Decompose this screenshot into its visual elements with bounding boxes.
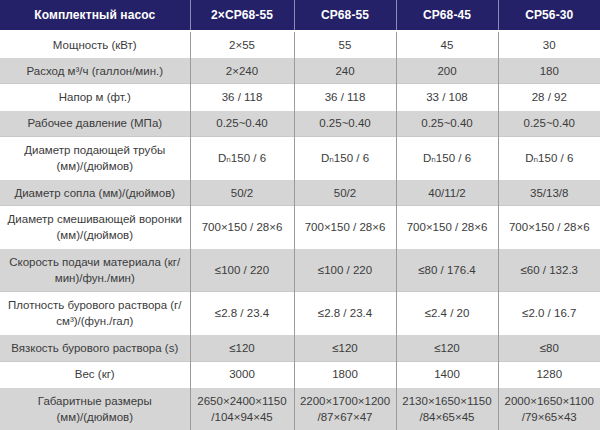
- value-cell: ≤2.0 / 16.7: [498, 292, 600, 335]
- spec-row: Мощность (кВт) 2×55 55 45 30: [0, 31, 600, 58]
- value-cell: 1800: [294, 361, 396, 387]
- row-label-cell: Плотность бурового раствора (г/см³)/(фун…: [0, 292, 190, 335]
- value-cell: 2130×1650×1150 /84×65×45: [396, 387, 498, 430]
- value-cell: 1400: [396, 361, 498, 387]
- spec-row: Расход м³/ч (галлон/мин.) 2×240 240 200 …: [0, 58, 600, 84]
- value-cell: 200: [396, 58, 498, 84]
- spec-row: Рабочее давление (МПа) 0.25~0.40 0.25~0.…: [0, 110, 600, 136]
- value-cell: 36 / 118: [294, 84, 396, 110]
- spec-row: Вязкость бурового раствора (s) ≤120 ≤120…: [0, 335, 600, 361]
- row-label-cell: Диаметр подающей трубы (мм)/(дюймов): [0, 136, 190, 179]
- value-cell: ≤120: [190, 335, 294, 361]
- pump-spec-table: Комплектный насос 2×CP68-55 CP68-55 CP68…: [0, 0, 600, 430]
- value-cell: 700×150 / 28×6: [294, 206, 396, 249]
- value-cell: ≤100 / 220: [190, 249, 294, 292]
- row-label-cell: Вес (кг): [0, 361, 190, 387]
- row-label-cell: Габаритные размеры (мм)/(дюймов): [0, 387, 190, 430]
- value-cell: ≤80: [498, 335, 600, 361]
- value-cell: ≤120: [396, 335, 498, 361]
- spec-table-body: Мощность (кВт) 2×55 55 45 30 Расход м³/ч…: [0, 31, 600, 430]
- row-label-cell: Рабочее давление (МПа): [0, 110, 190, 136]
- spec-row: Напор м (фт.) 36 / 118 36 / 118 33 / 108…: [0, 84, 600, 110]
- value-cell: 240: [294, 58, 396, 84]
- value-cell: 45: [396, 31, 498, 58]
- row-label-cell: Мощность (кВт): [0, 31, 190, 58]
- spec-row: Скорость подачи материала (кг/мин)/фун./…: [0, 249, 600, 292]
- header-cell-model-cp56-30: CP56-30: [498, 0, 600, 31]
- value-cell: 700×150 / 28×6: [498, 206, 600, 249]
- value-cell: ≤100 / 220: [294, 249, 396, 292]
- value-cell: Dₙ150 / 6: [190, 136, 294, 179]
- value-cell: 700×150 / 28×6: [396, 206, 498, 249]
- value-cell: 2×240: [190, 58, 294, 84]
- value-cell: 50/2: [294, 180, 396, 206]
- spec-row: Плотность бурового раствора (г/см³)/(фун…: [0, 292, 600, 335]
- value-cell: Dₙ150 / 6: [396, 136, 498, 179]
- value-cell: 36 / 118: [190, 84, 294, 110]
- value-cell: 33 / 108: [396, 84, 498, 110]
- spec-row: Вес (кг) 3000 1800 1400 1280: [0, 361, 600, 387]
- header-cell-model-2xcp68-55: 2×CP68-55: [190, 0, 294, 31]
- row-label-cell: Напор м (фт.): [0, 84, 190, 110]
- value-cell: 0.25~0.40: [498, 110, 600, 136]
- row-label-cell: Расход м³/ч (галлон/мин.): [0, 58, 190, 84]
- header-cell-model-cp68-55: CP68-55: [294, 0, 396, 31]
- value-cell: Dₙ150 / 6: [498, 136, 600, 179]
- value-cell: 2200×1700×1200 /87×67×47: [294, 387, 396, 430]
- value-cell: ≤60 / 132.3: [498, 249, 600, 292]
- value-cell: 0.25~0.40: [294, 110, 396, 136]
- pump-spec-page: Комплектный насос 2×CP68-55 CP68-55 CP68…: [0, 0, 600, 430]
- value-cell: ≤2.8 / 23.4: [294, 292, 396, 335]
- header-cell-model-cp68-45: CP68-45: [396, 0, 498, 31]
- value-cell: ≤120: [294, 335, 396, 361]
- value-cell: 0.25~0.40: [396, 110, 498, 136]
- value-cell: 0.25~0.40: [190, 110, 294, 136]
- value-cell: 50/2: [190, 180, 294, 206]
- spec-row: Диаметр смешивающей воронки (мм)/(дюймов…: [0, 206, 600, 249]
- value-cell: 180: [498, 58, 600, 84]
- spec-row: Диаметр подающей трубы (мм)/(дюймов) Dₙ1…: [0, 136, 600, 179]
- value-cell: 35/13/8: [498, 180, 600, 206]
- value-cell: 2000×1650×1100 /79×65×43: [498, 387, 600, 430]
- spec-row: Габаритные размеры (мм)/(дюймов) 2650×24…: [0, 387, 600, 430]
- value-cell: 30: [498, 31, 600, 58]
- value-cell: ≤2.8 / 23.4: [190, 292, 294, 335]
- spec-row: Диаметр сопла (мм)/(дюймов) 50/2 50/2 40…: [0, 180, 600, 206]
- value-cell: 28 / 92: [498, 84, 600, 110]
- row-label-cell: Скорость подачи материала (кг/мин)/фун./…: [0, 249, 190, 292]
- value-cell: ≤80 / 176.4: [396, 249, 498, 292]
- row-label-cell: Диаметр смешивающей воронки (мм)/(дюймов…: [0, 206, 190, 249]
- value-cell: ≤2.4 / 20: [396, 292, 498, 335]
- value-cell: Dₙ150 / 6: [294, 136, 396, 179]
- value-cell: 3000: [190, 361, 294, 387]
- value-cell: 55: [294, 31, 396, 58]
- value-cell: 40/11/2: [396, 180, 498, 206]
- value-cell: 2650×2400×1150 /104×94×45: [190, 387, 294, 430]
- row-label-cell: Вязкость бурового раствора (s): [0, 335, 190, 361]
- header-cell-parameter: Комплектный насос: [0, 0, 190, 31]
- table-header-row: Комплектный насос 2×CP68-55 CP68-55 CP68…: [0, 0, 600, 31]
- value-cell: 700×150 / 28×6: [190, 206, 294, 249]
- value-cell: 1280: [498, 361, 600, 387]
- value-cell: 2×55: [190, 31, 294, 58]
- row-label-cell: Диаметр сопла (мм)/(дюймов): [0, 180, 190, 206]
